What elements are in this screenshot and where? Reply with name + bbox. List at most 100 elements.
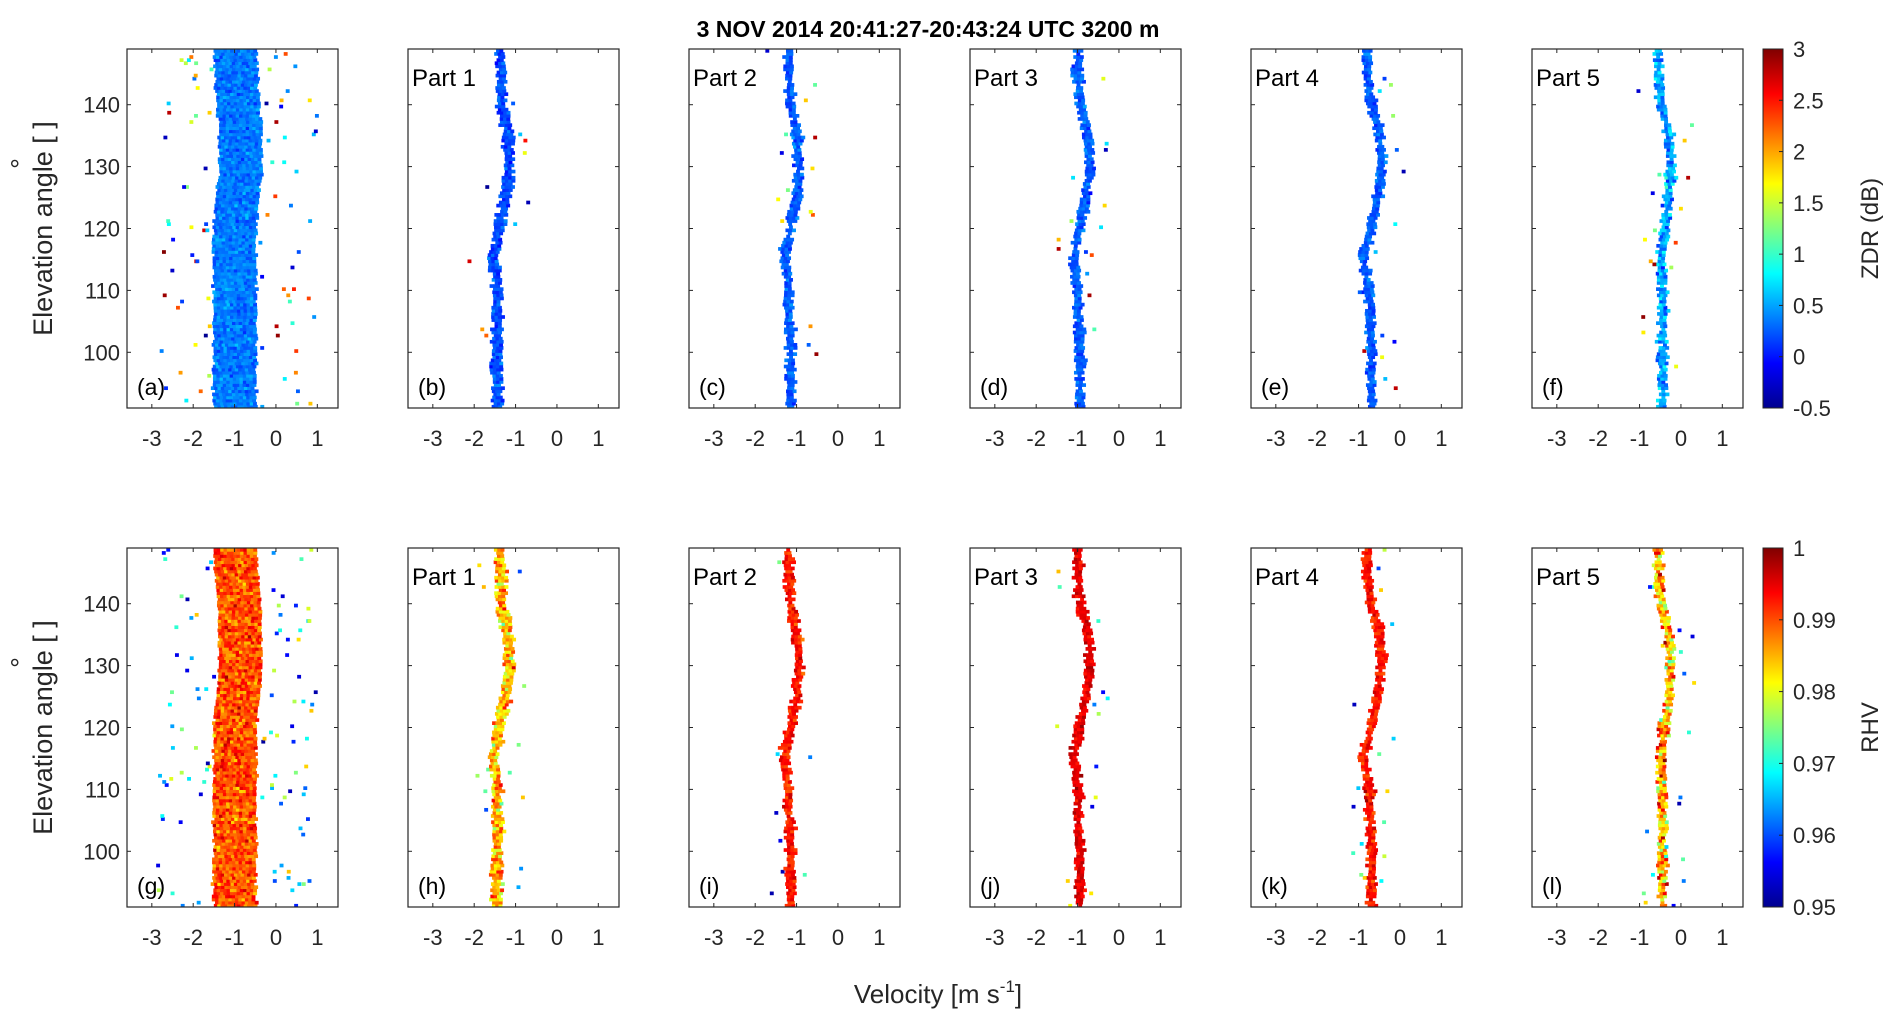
heatmap-cell bbox=[783, 237, 788, 242]
heatmap-cell bbox=[229, 715, 234, 719]
heatmap-cell bbox=[220, 903, 225, 907]
heatmap-cell bbox=[1074, 296, 1079, 301]
heatmap-cell bbox=[218, 674, 223, 679]
heatmap-cell bbox=[245, 216, 250, 220]
heatmap-cell bbox=[238, 897, 243, 902]
heatmap-cell bbox=[219, 259, 224, 264]
heatmap-cell bbox=[1375, 206, 1380, 211]
heatmap-cell bbox=[494, 247, 499, 251]
heatmap-cell bbox=[1657, 95, 1662, 100]
heatmap-cell bbox=[229, 724, 234, 729]
heatmap-cell bbox=[498, 194, 503, 199]
heatmap-outlier bbox=[278, 612, 283, 617]
heatmap-cell bbox=[1653, 76, 1658, 81]
heatmap-cell bbox=[229, 64, 234, 69]
heatmap-cell bbox=[212, 755, 217, 760]
heatmap-cell bbox=[233, 327, 238, 332]
heatmap-cell bbox=[258, 123, 263, 127]
heatmap-cell bbox=[252, 126, 257, 131]
heatmap-cell bbox=[258, 117, 263, 121]
panel-letter: (a) bbox=[137, 374, 165, 400]
heatmap-cell bbox=[213, 832, 218, 837]
heatmap-cell bbox=[796, 194, 801, 199]
heatmap-cell bbox=[215, 259, 220, 264]
heatmap-cell bbox=[223, 764, 228, 769]
heatmap-cell bbox=[224, 240, 229, 245]
heatmap-cell bbox=[1367, 386, 1371, 391]
heatmap-cell bbox=[230, 851, 235, 855]
heatmap-cell bbox=[796, 172, 801, 177]
heatmap-cell bbox=[235, 612, 239, 617]
heatmap-cell bbox=[228, 860, 233, 865]
panel-part-label: Part 1 bbox=[412, 65, 476, 92]
heatmap-cell bbox=[223, 228, 228, 233]
heatmap-cell bbox=[1077, 355, 1082, 360]
heatmap-cell bbox=[223, 903, 228, 907]
heatmap-cell bbox=[215, 219, 220, 223]
heatmap-cell bbox=[238, 773, 243, 778]
heatmap-cell bbox=[248, 616, 252, 620]
heatmap-cell bbox=[243, 835, 248, 840]
heatmap-cell bbox=[235, 321, 240, 326]
heatmap-cell bbox=[1074, 395, 1079, 400]
heatmap-cell bbox=[229, 377, 234, 381]
heatmap-cell bbox=[1666, 228, 1671, 233]
heatmap-cell bbox=[225, 61, 230, 66]
heatmap-cell bbox=[228, 876, 233, 880]
heatmap-cell bbox=[218, 141, 223, 146]
heatmap-cell bbox=[216, 76, 221, 81]
heatmap-cell bbox=[217, 352, 222, 356]
heatmap-cell bbox=[1655, 52, 1660, 56]
heatmap-cell bbox=[235, 107, 240, 112]
heatmap-cell bbox=[1073, 293, 1078, 298]
heatmap-cell bbox=[218, 321, 223, 326]
heatmap-cell bbox=[510, 129, 515, 134]
heatmap-cell bbox=[1080, 370, 1085, 375]
heatmap-cell bbox=[251, 702, 256, 707]
heatmap-cell bbox=[219, 733, 224, 738]
heatmap-cell bbox=[1372, 339, 1377, 344]
heatmap-cell bbox=[220, 882, 225, 886]
heatmap-cell bbox=[1668, 216, 1673, 220]
heatmap-cell bbox=[248, 123, 253, 127]
heatmap-cell bbox=[1377, 123, 1382, 127]
heatmap-cell bbox=[226, 588, 231, 592]
heatmap-cell bbox=[220, 271, 225, 276]
heatmap-cell bbox=[778, 247, 782, 251]
heatmap-cell bbox=[1372, 401, 1377, 406]
heatmap-cell bbox=[233, 712, 238, 716]
heatmap-cell bbox=[236, 194, 240, 199]
heatmap-cell bbox=[234, 73, 239, 78]
heatmap-cell bbox=[1383, 160, 1388, 165]
heatmap-cell bbox=[1376, 175, 1381, 180]
heatmap-cell bbox=[1088, 172, 1093, 177]
heatmap-cell bbox=[226, 182, 231, 186]
heatmap-cell bbox=[233, 182, 238, 186]
heatmap-cell bbox=[225, 699, 230, 704]
heatmap-cell bbox=[795, 197, 799, 202]
heatmap-cell bbox=[230, 764, 234, 769]
heatmap-cell bbox=[215, 795, 220, 800]
heatmap-cell bbox=[1663, 240, 1668, 245]
heatmap-outlier bbox=[179, 58, 184, 62]
heatmap-cell bbox=[224, 606, 229, 611]
heatmap-cell bbox=[223, 724, 228, 729]
colorbar-label: ZDR (dB) bbox=[1857, 178, 1884, 279]
heatmap-cell bbox=[228, 287, 233, 291]
heatmap-outlier bbox=[307, 619, 312, 623]
heatmap-cell bbox=[239, 801, 244, 806]
heatmap-cell bbox=[1082, 361, 1087, 366]
heatmap-cell bbox=[244, 854, 249, 859]
heatmap-cell bbox=[245, 163, 250, 168]
heatmap-cell bbox=[228, 665, 233, 670]
heatmap-cell bbox=[219, 76, 224, 81]
heatmap-cell bbox=[233, 804, 237, 809]
heatmap-outlier bbox=[288, 789, 293, 794]
heatmap-cell bbox=[1664, 123, 1668, 127]
heatmap-cell bbox=[1660, 83, 1665, 87]
heatmap-cell bbox=[795, 216, 800, 220]
heatmap-cell bbox=[243, 404, 248, 408]
heatmap-cell bbox=[250, 404, 255, 408]
heatmap-cell bbox=[247, 708, 252, 713]
heatmap-cell bbox=[240, 705, 245, 710]
